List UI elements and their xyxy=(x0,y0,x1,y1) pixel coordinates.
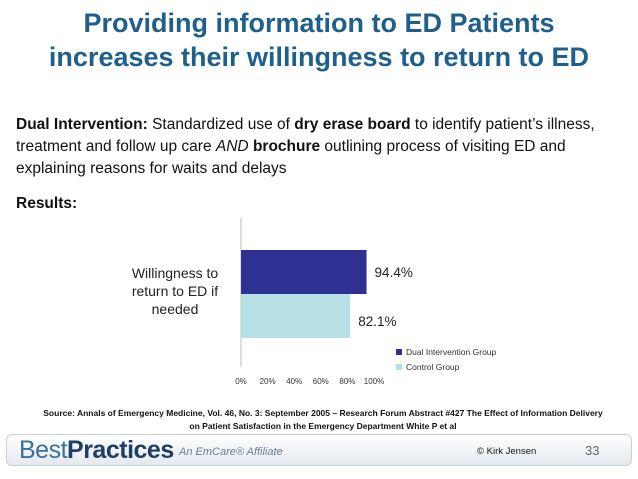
x-tick-label-100: 100% xyxy=(364,377,384,386)
legend-label-dual-intervention: Dual Intervention Group xyxy=(406,347,497,357)
x-tick-label-80: 80% xyxy=(339,377,355,386)
x-tick-label-20: 20% xyxy=(260,377,276,386)
intervention-description: Dual Intervention: Standardized use of d… xyxy=(16,114,628,180)
bar-chart: 0% 20% 40% 60% 80% 100% 94.4% 82.1% Willingness … xyxy=(132,218,497,386)
slide-title-line-1: Providing information to ED Patients xyxy=(83,8,555,38)
data-label-control: 82.1% xyxy=(358,314,396,329)
source-line-1: Source: Annals of Emergency Medicine, Vo… xyxy=(43,408,603,418)
source-line-2: on Patient Satisfaction in the Emergency… xyxy=(189,421,457,431)
dry-erase-board-emphasis: dry erase board xyxy=(294,116,411,133)
category-label-line-2: return to ED if xyxy=(132,283,218,299)
legend-label-control: Control Group xyxy=(406,362,460,372)
intervention-label: Dual Intervention: xyxy=(16,116,148,133)
page-number: 33 xyxy=(585,443,600,458)
category-label-line-1: Willingness to xyxy=(132,265,219,281)
intro-text-4: outlining process of visiting ED and exp… xyxy=(16,138,566,177)
results-label: Results: xyxy=(16,195,78,212)
x-tick-label-60: 60% xyxy=(313,377,329,386)
footer-bar: BestPractices An EmCare® Affiliate © Kir… xyxy=(6,434,632,466)
data-label-dual-intervention: 94.4% xyxy=(375,265,413,280)
bestpractices-logo: BestPractices xyxy=(19,436,174,465)
x-tick-label-40: 40% xyxy=(286,377,302,386)
logo-text-best: Best xyxy=(19,436,68,464)
intro-text-2: to identify patient’s illness, treatment… xyxy=(16,116,595,155)
logo-text-practices: Practices xyxy=(67,436,174,464)
and-emphasis: AND xyxy=(215,138,249,155)
intro-text-1: Standardized use of xyxy=(147,116,295,133)
legend-swatch-control xyxy=(396,364,402,370)
bar-dual-intervention xyxy=(241,250,367,294)
category-label-line-3: needed xyxy=(152,301,199,317)
affiliate-tagline: An EmCare® Affiliate xyxy=(179,446,283,458)
brochure-emphasis: brochure xyxy=(252,138,321,155)
bar-control xyxy=(241,294,351,338)
source-citation: Source: Annals of Emergency Medicine, Vo… xyxy=(28,407,618,433)
legend-swatch-dual-intervention xyxy=(396,349,402,355)
slide-title: Providing information to ED Patients inc… xyxy=(0,6,638,74)
copyright-text: © Kirk Jensen xyxy=(477,446,537,457)
slide-title-line-2: increases their willingness to return to… xyxy=(48,42,590,72)
x-tick-label-0: 0% xyxy=(235,377,247,386)
